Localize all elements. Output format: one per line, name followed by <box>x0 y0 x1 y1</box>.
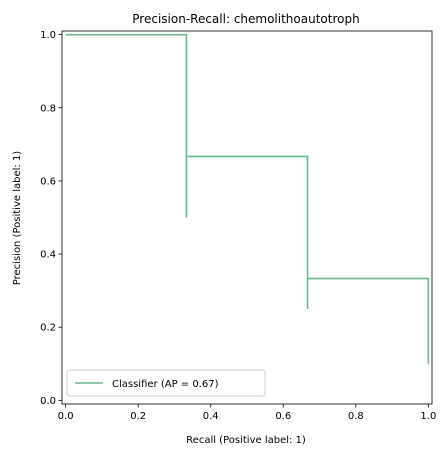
y-tick-label: 1.0 <box>40 30 56 41</box>
x-tick-label: 0.4 <box>203 411 219 422</box>
legend-label: Classifier (AP = 0.67) <box>112 379 219 390</box>
axes-frame <box>61 30 433 405</box>
x-axis-label: Recall (Positive label: 1) <box>186 435 306 446</box>
x-tick-label: 0.0 <box>58 411 74 422</box>
x-axis: 0.0 0.2 0.4 0.6 0.8 1.0 <box>58 404 436 422</box>
x-tick-label: 0.8 <box>348 411 364 422</box>
y-tick-label: 0.8 <box>40 103 56 114</box>
pr-curve-series-0 <box>65 33 430 364</box>
y-tick-label: 0.4 <box>40 250 56 261</box>
x-tick-label: 1.0 <box>420 411 436 422</box>
x-tick-label: 0.6 <box>275 411 291 422</box>
legend-box <box>66 369 266 397</box>
x-tick-label: 0.2 <box>130 411 146 422</box>
y-tick-label: 0.0 <box>40 396 56 407</box>
y-axis-label: Precision (Positive label: 1) <box>12 151 23 286</box>
chart-title: Precision-Recall: chemolithoautotroph <box>132 12 359 26</box>
plot-area <box>61 30 433 405</box>
y-axis: 0.0 0.2 0.4 0.6 0.8 1.0 <box>40 30 62 407</box>
y-tick-label: 0.6 <box>40 176 56 187</box>
y-tick-label: 0.2 <box>40 323 56 334</box>
legend: Classifier (AP = 0.67) <box>66 369 266 397</box>
